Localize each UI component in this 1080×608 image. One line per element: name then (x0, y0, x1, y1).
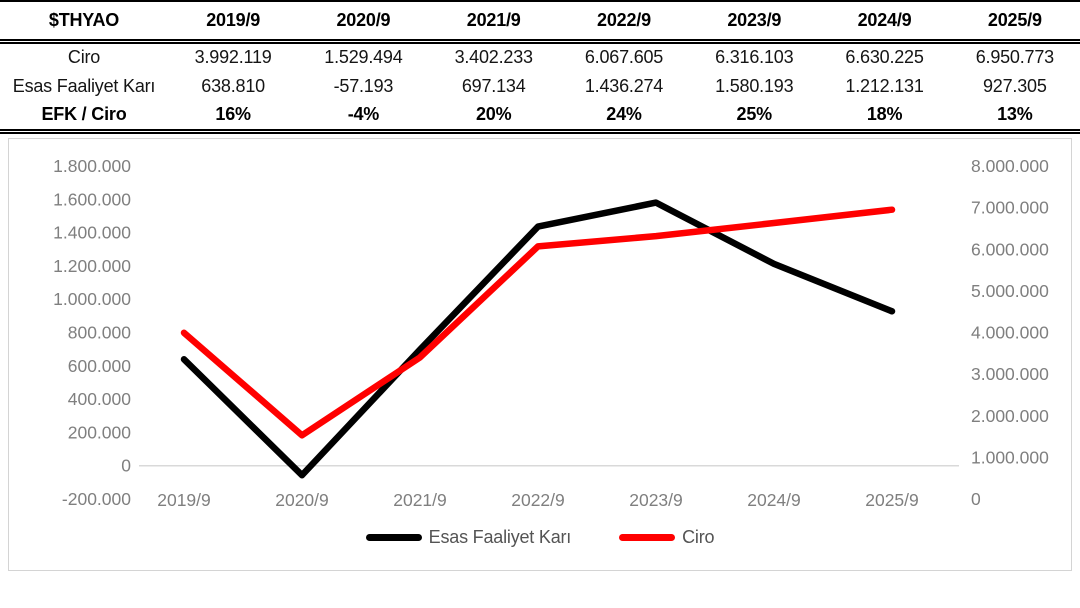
y-axis-right-tick-label: 4.000.000 (971, 322, 1049, 342)
table-cell: -57.193 (333, 75, 394, 96)
row-label: Ciro (67, 46, 101, 67)
table-cell: 20% (428, 101, 559, 134)
y-axis-right-tick-label: 6.000.000 (971, 239, 1049, 259)
table-row-efk-ciro-margin: EFK / Ciro 16% -4% 20% 24% 25% 18% 13% (0, 101, 1080, 134)
row-label: EFK / Ciro (0, 101, 168, 134)
legend-item-ciro: Ciro (619, 526, 715, 548)
period-header: 2024/9 (819, 1, 950, 44)
series-line-esas-faaliyet-kari (180, 198, 896, 478)
legend-label: Esas Faaliyet Karı (428, 526, 572, 547)
y-axis-left-tick-label: 1.400.000 (53, 222, 131, 242)
ticker-label: $THYAO (0, 1, 168, 44)
financials-table: $THYAO 2019/9 2020/9 2021/9 2022/9 2023/… (0, 0, 1080, 134)
y-axis-left-tick-label: 600.000 (68, 355, 132, 375)
legend-swatch-red-line (619, 533, 676, 541)
period-header: 2019/9 (168, 1, 299, 44)
table-cell: 6.950.773 (975, 46, 1054, 67)
table-cell: 638.810 (201, 75, 265, 96)
y-axis-left-tick-label: 200.000 (68, 422, 132, 442)
x-axis-tick-label: 2020/9 (275, 490, 329, 510)
y-axis-right-tick-label: 1.000.000 (971, 447, 1049, 467)
y-axis-right-tick-label: 8.000.000 (971, 156, 1049, 176)
y-axis-right-tick-label: 3.000.000 (971, 364, 1049, 384)
legend-item-esas-faaliyet-kari: Esas Faaliyet Karı (365, 526, 572, 548)
x-axis-tick-label: 2024/9 (747, 490, 801, 510)
period-header: 2020/9 (298, 1, 429, 44)
table-cell: 6.630.225 (845, 46, 924, 67)
table-cell: 24% (558, 101, 690, 134)
table-cell: 25% (689, 101, 820, 134)
line-chart: 1.800.000 1.600.000 1.400.000 1.200.000 1.00… (53, 156, 1049, 510)
x-axis-tick-label: 2023/9 (629, 490, 683, 510)
x-axis-tick-label: 2021/9 (393, 490, 447, 510)
period-header: 2022/9 (558, 1, 690, 44)
table-cell: 1.580.193 (715, 75, 794, 96)
line-chart-panel: 1.800.000 1.600.000 1.400.000 1.200.000 1.00… (8, 137, 1072, 571)
table-cell: 6.316.103 (715, 46, 794, 67)
y-axis-right-tick-label: 5.000.000 (971, 280, 1049, 300)
table-row-esas-faaliyet-kari: Esas Faaliyet Karı 638.810 -57.193 697.1… (0, 71, 1080, 101)
x-axis-tick-label: 2019/9 (157, 490, 211, 510)
row-label: Esas Faaliyet Karı (12, 75, 156, 96)
table-row-ciro: Ciro 3.992.119 1.529.494 3.402.233 6.067… (0, 41, 1080, 71)
x-axis-tick-label: 2022/9 (511, 490, 565, 510)
y-axis-left-tick-label: 0 (121, 455, 131, 475)
table-cell: 16% (168, 101, 299, 134)
table-cell: 927.305 (983, 75, 1047, 96)
table-cell: 1.436.274 (584, 75, 664, 96)
y-axis-left-tick-label: 1.600.000 (53, 189, 131, 209)
y-axis-right-tick-label: 2.000.000 (971, 405, 1049, 425)
chart-legend: Esas Faaliyet Karı Ciro (9, 517, 1071, 570)
table-cell: 3.992.119 (194, 46, 272, 67)
legend-label: Ciro (682, 526, 715, 547)
table-cell: 6.067.605 (584, 46, 664, 67)
legend-swatch-black-line (365, 533, 422, 541)
table-cell: 1.212.131 (845, 75, 924, 96)
table-header-row: $THYAO 2019/9 2020/9 2021/9 2022/9 2023/… (0, 1, 1080, 44)
x-axis-tick-label: 2025/9 (865, 490, 919, 510)
y-axis-left-tick-label: 1.000.000 (53, 289, 131, 309)
y-axis-left-tick-label: -200.000 (62, 489, 131, 509)
series-line-ciro (180, 205, 896, 439)
table-cell: -4% (298, 101, 429, 134)
y-axis-left-tick-label: 1.800.000 (53, 156, 131, 176)
period-header: 2023/9 (689, 1, 820, 44)
y-axis-right-tick-label: 7.000.000 (971, 197, 1049, 217)
y-axis-left-tick-label: 800.000 (68, 322, 132, 342)
table-cell: 697.134 (461, 75, 526, 96)
table-cell: 1.529.494 (324, 46, 403, 67)
y-axis-right-tick-label: 0 (971, 489, 981, 509)
table-cell: 3.402.233 (454, 46, 533, 67)
period-header: 2021/9 (428, 1, 559, 44)
table-cell: 13% (949, 101, 1080, 134)
table-cell: 18% (819, 101, 950, 134)
y-axis-left-tick-label: 1.200.000 (53, 255, 131, 275)
period-header: 2025/9 (949, 1, 1080, 44)
y-axis-left-tick-label: 400.000 (68, 389, 132, 409)
